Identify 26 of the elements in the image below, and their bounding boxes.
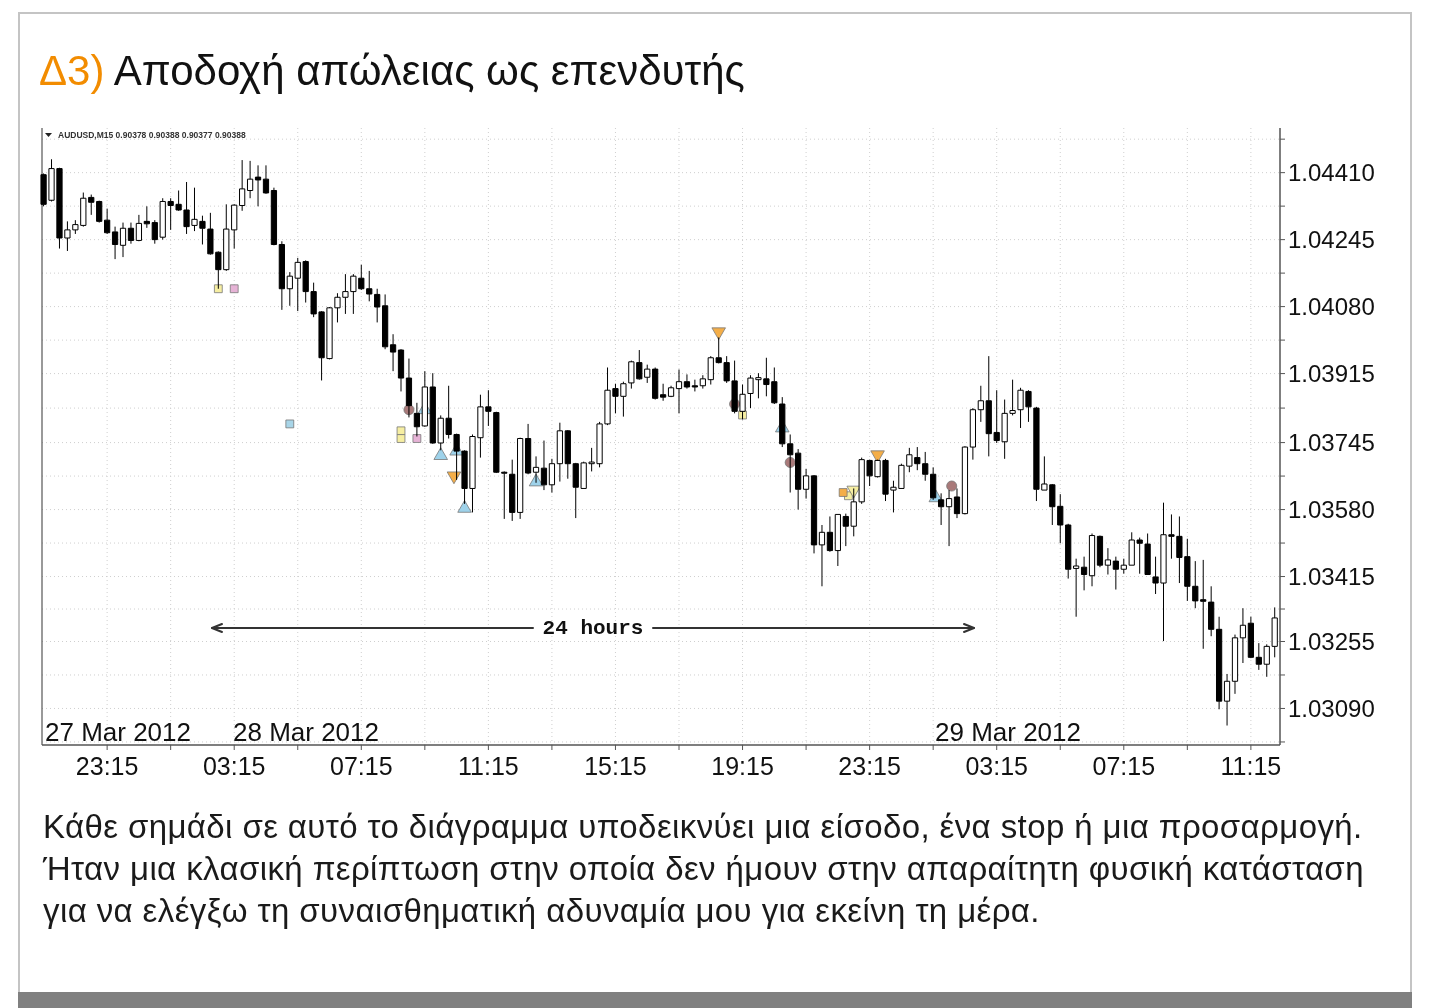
y-tick-label: 1.03580 (1288, 496, 1375, 524)
annotation: 29 Mar 2012 (935, 717, 1081, 747)
y-tick-label: 1.04245 (1288, 226, 1375, 254)
x-tick-label: 03:15 (965, 752, 1028, 780)
y-tick-label: 1.03090 (1288, 694, 1375, 722)
text: Κάθε σημάδι σε αυτό το διάγραμμα υποδεικνύει μια είσοδο, ένα stop ή μια προσαρμογή. Ήταν μια κλασική περίπτωση στην οποία δεν ήμουν στην απαραίτητη φυσική κατάσταση για να ελέγξω τη συναισθηματική αδυναμία μου για εκείνη τη μέρα. (43, 807, 1365, 931)
annotation: 28 Mar 2012 (233, 717, 379, 747)
x-tick-label: 19:15 (711, 752, 774, 780)
chart-title: Δ3) Αποδοχή απώλειας ως επενδυτής (39, 47, 745, 94)
y-tick-label: 1.04410 (1288, 159, 1375, 187)
x-tick-label: 15:15 (584, 752, 647, 780)
annotation: 27 Mar 2012 (45, 717, 191, 747)
x-tick-label: 07:15 (1092, 752, 1156, 780)
y-tick-label: 1.03415 (1288, 563, 1375, 591)
annotation: 24 hours (542, 616, 644, 640)
x-tick-label: 23:15 (838, 752, 901, 780)
x-tick-label: 03:15 (202, 752, 266, 780)
y-tick-label: 1.04080 (1288, 293, 1375, 321)
x-tick-label: 07:15 (330, 752, 393, 780)
x-tick-label: 23:15 (75, 752, 139, 780)
x-tick-label: 11:15 (1220, 752, 1282, 780)
x-tick-label: 11:15 (458, 752, 519, 780)
annotation: AUDUSD,M15 0.90378 0.90388 0.90377 0.90388 (58, 130, 246, 140)
y-tick-label: 1.03745 (1288, 429, 1375, 457)
y-tick-label: 1.03255 (1288, 627, 1375, 655)
y-tick-label: 1.03915 (1288, 360, 1375, 388)
